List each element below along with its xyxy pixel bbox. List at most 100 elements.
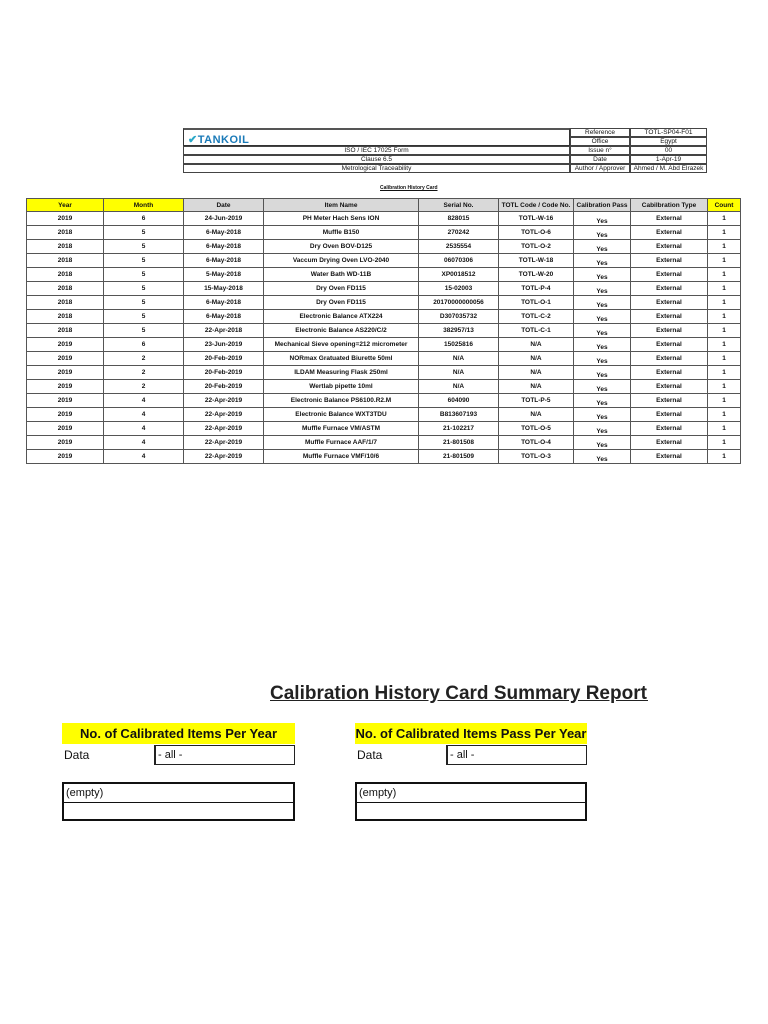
table-cell: External xyxy=(630,449,708,464)
table-cell: Water Bath WD-11B xyxy=(263,267,419,282)
column-header: Item Name xyxy=(263,198,419,212)
table-cell: 23-Jun-2019 xyxy=(183,337,264,352)
pivot-1-empty: (empty) xyxy=(64,784,293,803)
table-cell: 5 xyxy=(103,225,184,240)
table-cell: 2018 xyxy=(26,323,104,338)
table-cell: 1 xyxy=(707,253,741,268)
table-cell: 4 xyxy=(103,435,184,450)
table-cell: 1 xyxy=(707,309,741,324)
table-cell: 1 xyxy=(707,211,741,226)
pivot-2-title: No. of Calibrated Items Pass Per Year xyxy=(355,723,587,744)
table-cell: Yes xyxy=(573,239,631,254)
meta-value: TOTL-SP04-F01 xyxy=(630,128,707,137)
summary-title: Calibration History Card Summary Report … xyxy=(270,683,648,704)
table-cell: 270242 xyxy=(418,225,499,240)
calibration-table: Year Month Date Item Name Serial No. TOTL Cod… xyxy=(26,198,741,464)
table-cell: N/A xyxy=(498,365,574,380)
table-cell: N/A xyxy=(498,351,574,366)
meta-value: 00 xyxy=(630,146,707,155)
table-cell: NORmax Gratuated Biurette 50ml xyxy=(263,351,419,366)
pivot-2-data-label: Data xyxy=(357,748,383,762)
table-cell: 1 xyxy=(707,281,741,296)
table-row: 2019 4 22-Apr-2019 Muffle Furnace VMF/10/6 2… xyxy=(26,449,741,464)
table-cell: External xyxy=(630,295,708,310)
table-cell: Yes xyxy=(573,435,631,450)
column-header: Count xyxy=(707,198,741,212)
table-row: 2018 5 6-May-2018 Dry Oven BOV-D125 2535554 T… xyxy=(26,239,741,254)
table-cell: TOTL-O-3 xyxy=(498,449,574,464)
table-cell: External xyxy=(630,379,708,394)
table-cell: External xyxy=(630,393,708,408)
pivot-2-filter[interactable]: - all - xyxy=(446,745,587,765)
table-cell: 6-May-2018 xyxy=(183,239,264,254)
table-cell: 4 xyxy=(103,407,184,422)
table-row: 2019 6 24-Jun-2019 PH Meter Hach Sens ION 82… xyxy=(26,211,741,226)
table-row: 2019 2 20-Feb-2019 Wertlab pipette 10ml N/A N… xyxy=(26,379,741,394)
table-cell: 1 xyxy=(707,295,741,310)
table-cell: ILDAM Measuring Flask 250ml xyxy=(263,365,419,380)
table-cell: Electronic Balance AS220/C/2 xyxy=(263,323,419,338)
card-title: Calibration History Card xyxy=(380,185,438,191)
table-cell: 2018 xyxy=(26,239,104,254)
table-cell: TOTL-W-18 xyxy=(498,253,574,268)
column-header: Cabilbration Type xyxy=(630,198,708,212)
table-cell: 1 xyxy=(707,323,741,338)
table-cell: 5 xyxy=(103,323,184,338)
table-cell: 2018 xyxy=(26,309,104,324)
table-cell: 5 xyxy=(103,253,184,268)
pivot-2-table: (empty) xyxy=(355,782,587,821)
meta-value: Ahmed / M. Abd Elrazek xyxy=(630,164,707,173)
meta-label: Office xyxy=(570,137,630,146)
table-cell: Dry Oven BOV-D125 xyxy=(263,239,419,254)
table-cell: Yes xyxy=(573,267,631,282)
tankoil-logo: ✔TANKOIL xyxy=(188,134,250,146)
table-cell: 22-Apr-2019 xyxy=(183,435,264,450)
table-cell: D307035732 xyxy=(418,309,499,324)
table-cell: Dry Oven FD115 xyxy=(263,281,419,296)
table-cell: 2019 xyxy=(26,337,104,352)
table-cell: External xyxy=(630,281,708,296)
column-header: Serial No. xyxy=(418,198,499,212)
table-cell: TOTL-O-6 xyxy=(498,225,574,240)
table-cell: Yes xyxy=(573,323,631,338)
table-cell: B813607193 xyxy=(418,407,499,422)
table-cell: Yes xyxy=(573,351,631,366)
table-row: 2019 4 22-Apr-2019 Muffle Furnace AAF/1/7 21… xyxy=(26,435,741,450)
table-cell: Electronic Balance PS6100.R2.M xyxy=(263,393,419,408)
table-cell: External xyxy=(630,225,708,240)
table-cell: 2535554 xyxy=(418,239,499,254)
table-cell: Muffle B150 xyxy=(263,225,419,240)
form-title: ISO / IEC 17025 Form xyxy=(183,146,570,155)
table-cell: Muffle Furnace AAF/1/7 xyxy=(263,435,419,450)
pivot-1-table: (empty) xyxy=(62,782,295,821)
pivot-1-filter[interactable]: - all - xyxy=(154,745,295,765)
table-cell: 15025816 xyxy=(418,337,499,352)
table-cell: TOTL-C-1 xyxy=(498,323,574,338)
table-cell: N/A xyxy=(418,365,499,380)
table-cell: Yes xyxy=(573,295,631,310)
table-cell: 2018 xyxy=(26,267,104,282)
table-row: 2019 4 22-Apr-2019 Electronic Balance PS610… xyxy=(26,393,741,408)
table-cell: Yes xyxy=(573,449,631,464)
meta-label: Reference xyxy=(570,128,630,137)
table-row: 2018 5 15-May-2018 Dry Oven FD115 15-02003 TO… xyxy=(26,281,741,296)
table-cell: N/A xyxy=(498,337,574,352)
table-cell: External xyxy=(630,351,708,366)
table-cell: External xyxy=(630,309,708,324)
table-cell: TOTL-P-5 xyxy=(498,393,574,408)
table-cell: 1 xyxy=(707,393,741,408)
table-cell: 5 xyxy=(103,281,184,296)
table-cell: Yes xyxy=(573,379,631,394)
table-cell: 1 xyxy=(707,365,741,380)
table-cell: 1 xyxy=(707,379,741,394)
table-cell: External xyxy=(630,421,708,436)
table-cell: 4 xyxy=(103,421,184,436)
table-cell: External xyxy=(630,267,708,282)
table-cell: External xyxy=(630,211,708,226)
table-cell: N/A xyxy=(418,379,499,394)
table-cell: 20-Feb-2019 xyxy=(183,379,264,394)
table-row: 2019 2 20-Feb-2019 ILDAM Measuring Flask 25… xyxy=(26,365,741,380)
table-cell: 1 xyxy=(707,421,741,436)
table-cell: N/A xyxy=(418,351,499,366)
table-cell: 6-May-2018 xyxy=(183,253,264,268)
